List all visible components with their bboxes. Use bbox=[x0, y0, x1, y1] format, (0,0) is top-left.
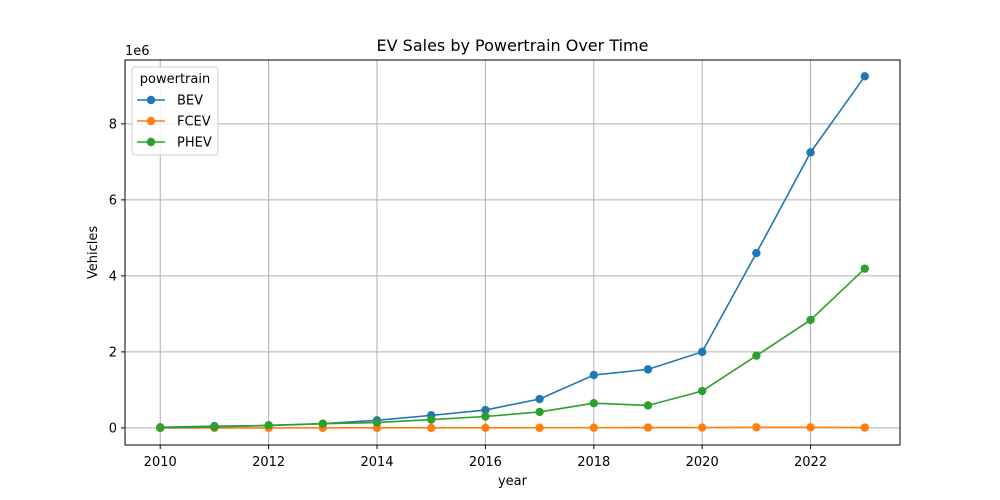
data-point-phev bbox=[318, 419, 328, 428]
x-tick-label: 2020 bbox=[686, 455, 719, 470]
series-bev bbox=[156, 72, 869, 432]
legend-swatch-marker bbox=[146, 116, 156, 126]
data-point-fcev bbox=[589, 423, 598, 432]
y-tick-label: 2 bbox=[109, 345, 117, 360]
data-point-fcev bbox=[806, 423, 815, 432]
data-point-phev bbox=[752, 351, 761, 360]
data-point-phev bbox=[589, 398, 598, 408]
grid bbox=[125, 60, 900, 445]
data-point-phev bbox=[535, 407, 544, 417]
data-point-phev bbox=[697, 386, 707, 396]
series-line-fcev bbox=[160, 426, 865, 429]
data-point-phev bbox=[156, 423, 165, 432]
legend: powertrain BEV FCEV PHEV bbox=[131, 66, 219, 156]
series-layer bbox=[156, 72, 869, 433]
x-tick-label: 2010 bbox=[144, 455, 177, 470]
data-point-phev bbox=[264, 421, 273, 430]
data-point-fcev bbox=[697, 423, 707, 432]
x-tick-label: 2022 bbox=[794, 455, 827, 470]
plot-area-frame bbox=[124, 59, 901, 446]
x-tick-label: 2016 bbox=[469, 455, 502, 470]
data-point-fcev bbox=[481, 423, 490, 433]
y-tick-label: 0 bbox=[109, 421, 117, 436]
legend-box bbox=[131, 66, 219, 156]
y-axis-label: Vehicles bbox=[86, 226, 101, 279]
data-point-bev bbox=[697, 347, 707, 357]
data-point-phev bbox=[860, 264, 869, 273]
data-point-phev bbox=[210, 422, 219, 432]
data-point-fcev bbox=[643, 423, 653, 432]
y-tick-label: 6 bbox=[109, 193, 117, 208]
x-axis-label: year bbox=[498, 474, 528, 489]
series-line-phev bbox=[160, 268, 866, 429]
data-point-bev bbox=[643, 365, 653, 374]
data-point-fcev bbox=[860, 423, 869, 432]
legend-entry-label: BEV bbox=[177, 94, 203, 109]
data-point-bev bbox=[860, 72, 869, 81]
x-tick-label: 2018 bbox=[577, 455, 610, 470]
chart-title: EV Sales by Powertrain Over Time bbox=[377, 36, 649, 55]
data-point-phev bbox=[481, 412, 490, 421]
legend-entry-label: FCEV bbox=[177, 115, 211, 130]
y-axis: 0 2 4 6 8 bbox=[109, 117, 125, 436]
legend-title: powertrain bbox=[140, 72, 210, 87]
data-point-bev bbox=[481, 405, 490, 415]
data-point-phev bbox=[372, 418, 382, 427]
data-point-fcev bbox=[752, 423, 761, 432]
x-tick-label: 2012 bbox=[252, 455, 285, 470]
data-point-phev bbox=[643, 401, 653, 410]
legend-entry-label: PHEV bbox=[177, 136, 212, 151]
x-axis: 2010 2012 2014 2016 2018 2020 2022 bbox=[144, 445, 827, 470]
legend-swatch-marker bbox=[146, 137, 156, 147]
y-axis-scale-label: 1e6 bbox=[125, 44, 150, 59]
data-point-bev bbox=[752, 248, 761, 258]
x-tick-label: 2014 bbox=[360, 455, 393, 470]
data-point-fcev bbox=[535, 423, 544, 432]
series-phev bbox=[156, 264, 869, 432]
y-tick-label: 4 bbox=[109, 269, 117, 284]
data-point-phev bbox=[427, 415, 436, 424]
data-point-bev bbox=[535, 394, 544, 404]
legend-swatch-marker bbox=[146, 95, 156, 105]
data-point-bev bbox=[806, 148, 815, 157]
y-tick-label: 8 bbox=[109, 117, 117, 132]
data-point-fcev bbox=[427, 423, 436, 433]
series-fcev bbox=[156, 423, 869, 433]
data-point-phev bbox=[806, 315, 815, 325]
data-point-bev bbox=[589, 370, 598, 380]
